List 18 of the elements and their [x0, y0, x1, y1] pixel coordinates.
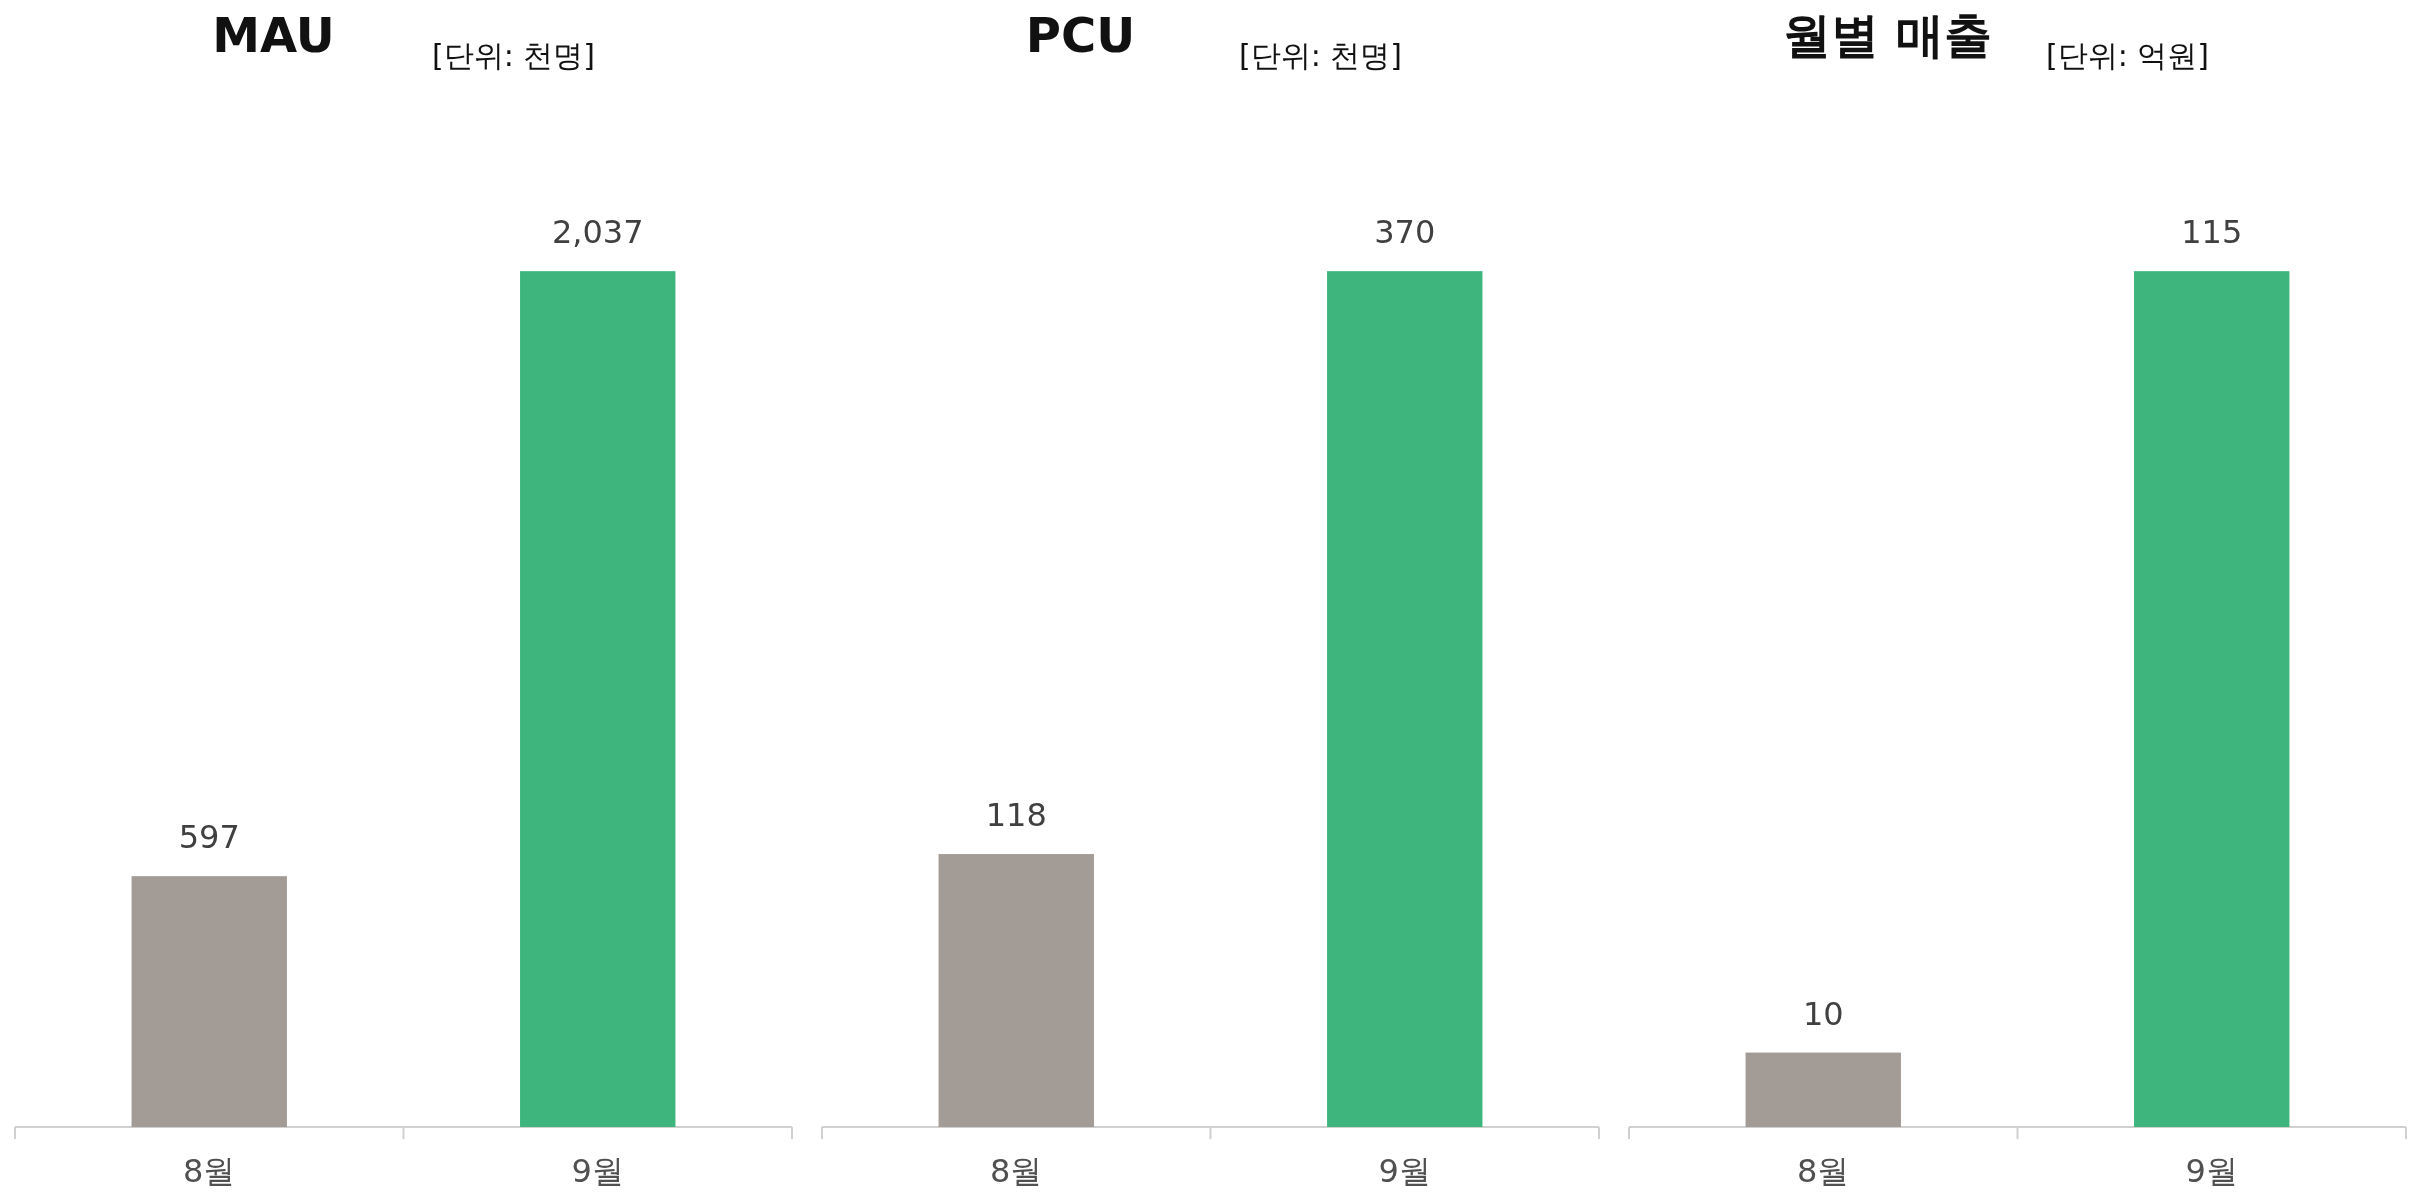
data-label: 597 [178, 818, 240, 857]
chart-subtitle: [단위: 억원] [2045, 38, 2210, 73]
x-tick-label: 9월 [1378, 1152, 1431, 1190]
data-label: 370 [1374, 213, 1436, 252]
chart-subtitle: [단위: 천명] [1238, 38, 1403, 73]
x-tick-label: 9월 [2185, 1152, 2238, 1190]
x-tick-label: 8월 [183, 1152, 236, 1190]
x-tick-label: 8월 [990, 1152, 1043, 1190]
data-label: 2,037 [551, 213, 644, 252]
data-label: 118 [985, 796, 1047, 835]
data-label: 10 [1802, 994, 1844, 1033]
x-tick-label: 8월 [1797, 1152, 1850, 1190]
chart-title: 월별 매출 [1783, 7, 1992, 63]
data-label: 115 [2181, 213, 2243, 252]
x-tick-label: 9월 [571, 1152, 624, 1190]
chart-title: PCU [1025, 7, 1136, 63]
chart-title: MAU [212, 7, 335, 63]
chart-subtitle: [단위: 천명] [431, 38, 596, 73]
